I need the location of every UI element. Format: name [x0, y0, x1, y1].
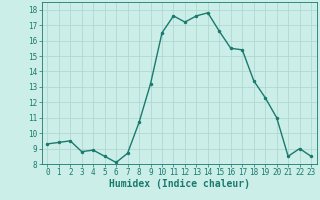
X-axis label: Humidex (Indice chaleur): Humidex (Indice chaleur) — [109, 179, 250, 189]
